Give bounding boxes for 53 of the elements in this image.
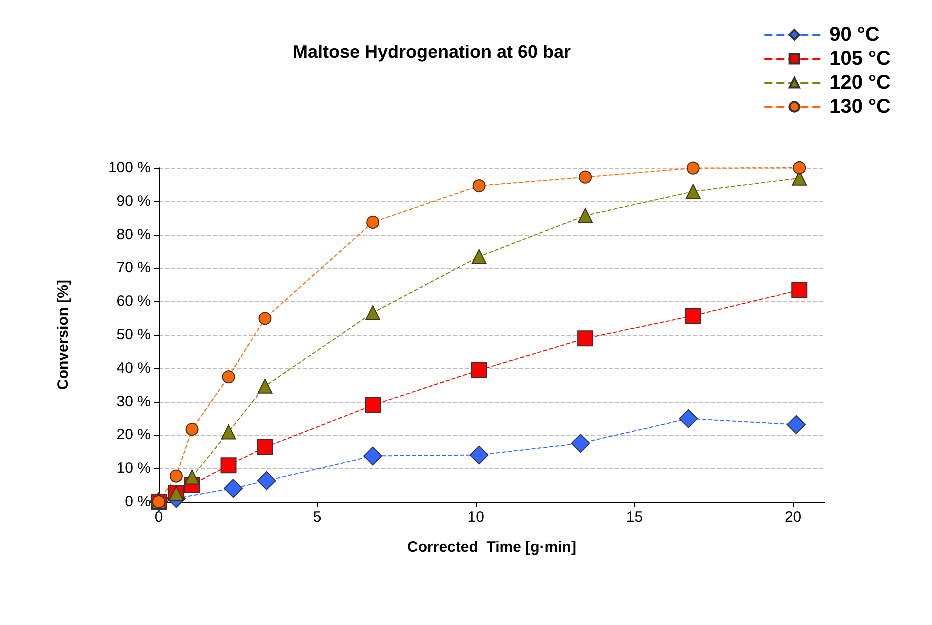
point (686, 184, 701, 200)
y-tick-label: 20 % (116, 426, 151, 444)
y-tick-label: 40 % (116, 360, 151, 377)
x-tick-label: 15 (626, 509, 644, 526)
legend-label: 105 °C (830, 48, 892, 70)
point (366, 216, 380, 229)
point (471, 362, 488, 378)
point (679, 409, 698, 428)
point (472, 249, 487, 264)
x-axis-title: Corrected Time [g·min] (408, 539, 576, 556)
point (258, 312, 272, 326)
point (571, 434, 590, 454)
legend-label: 130 °C (830, 96, 892, 118)
point (786, 415, 806, 434)
point (257, 440, 274, 456)
point (258, 378, 273, 394)
point (793, 162, 806, 174)
y-tick-label: 10 % (116, 460, 151, 478)
x-tick-label: 0 (154, 509, 164, 526)
point (685, 308, 702, 324)
y-tick-label: 90 % (116, 192, 151, 210)
point (472, 180, 486, 193)
chart-title: Maltose Hydrogenation at 60 bar (293, 42, 572, 62)
y-tick-label: 0 % (125, 494, 151, 510)
point (184, 470, 200, 485)
legend-label: 90 °C (830, 24, 880, 46)
point (220, 458, 237, 474)
point (224, 479, 244, 498)
point (578, 330, 594, 347)
point (578, 208, 594, 224)
point (579, 170, 592, 184)
x-tick-label: 20 (784, 509, 802, 526)
legend-label: 120 °C (830, 72, 892, 94)
y-tick-label: 80 % (116, 226, 151, 244)
point (221, 424, 236, 440)
point (792, 282, 808, 298)
point (170, 470, 183, 483)
y-tick-label: 100 % (108, 160, 151, 176)
y-tick-label: 30 % (116, 393, 151, 410)
x-tick-label: 5 (313, 509, 322, 526)
point (364, 446, 383, 466)
y-tick-label: 60 % (116, 293, 151, 310)
y-axis-title: Conversion [%] (55, 280, 72, 390)
point (257, 471, 276, 490)
x-tick-label: 10 (468, 509, 484, 526)
point (686, 162, 700, 175)
point (470, 446, 489, 465)
point (186, 423, 199, 436)
y-tick-label: 50 % (116, 326, 151, 344)
point (222, 370, 236, 384)
point (365, 397, 382, 414)
y-tick-label: 70 % (116, 260, 151, 277)
point (366, 305, 381, 320)
